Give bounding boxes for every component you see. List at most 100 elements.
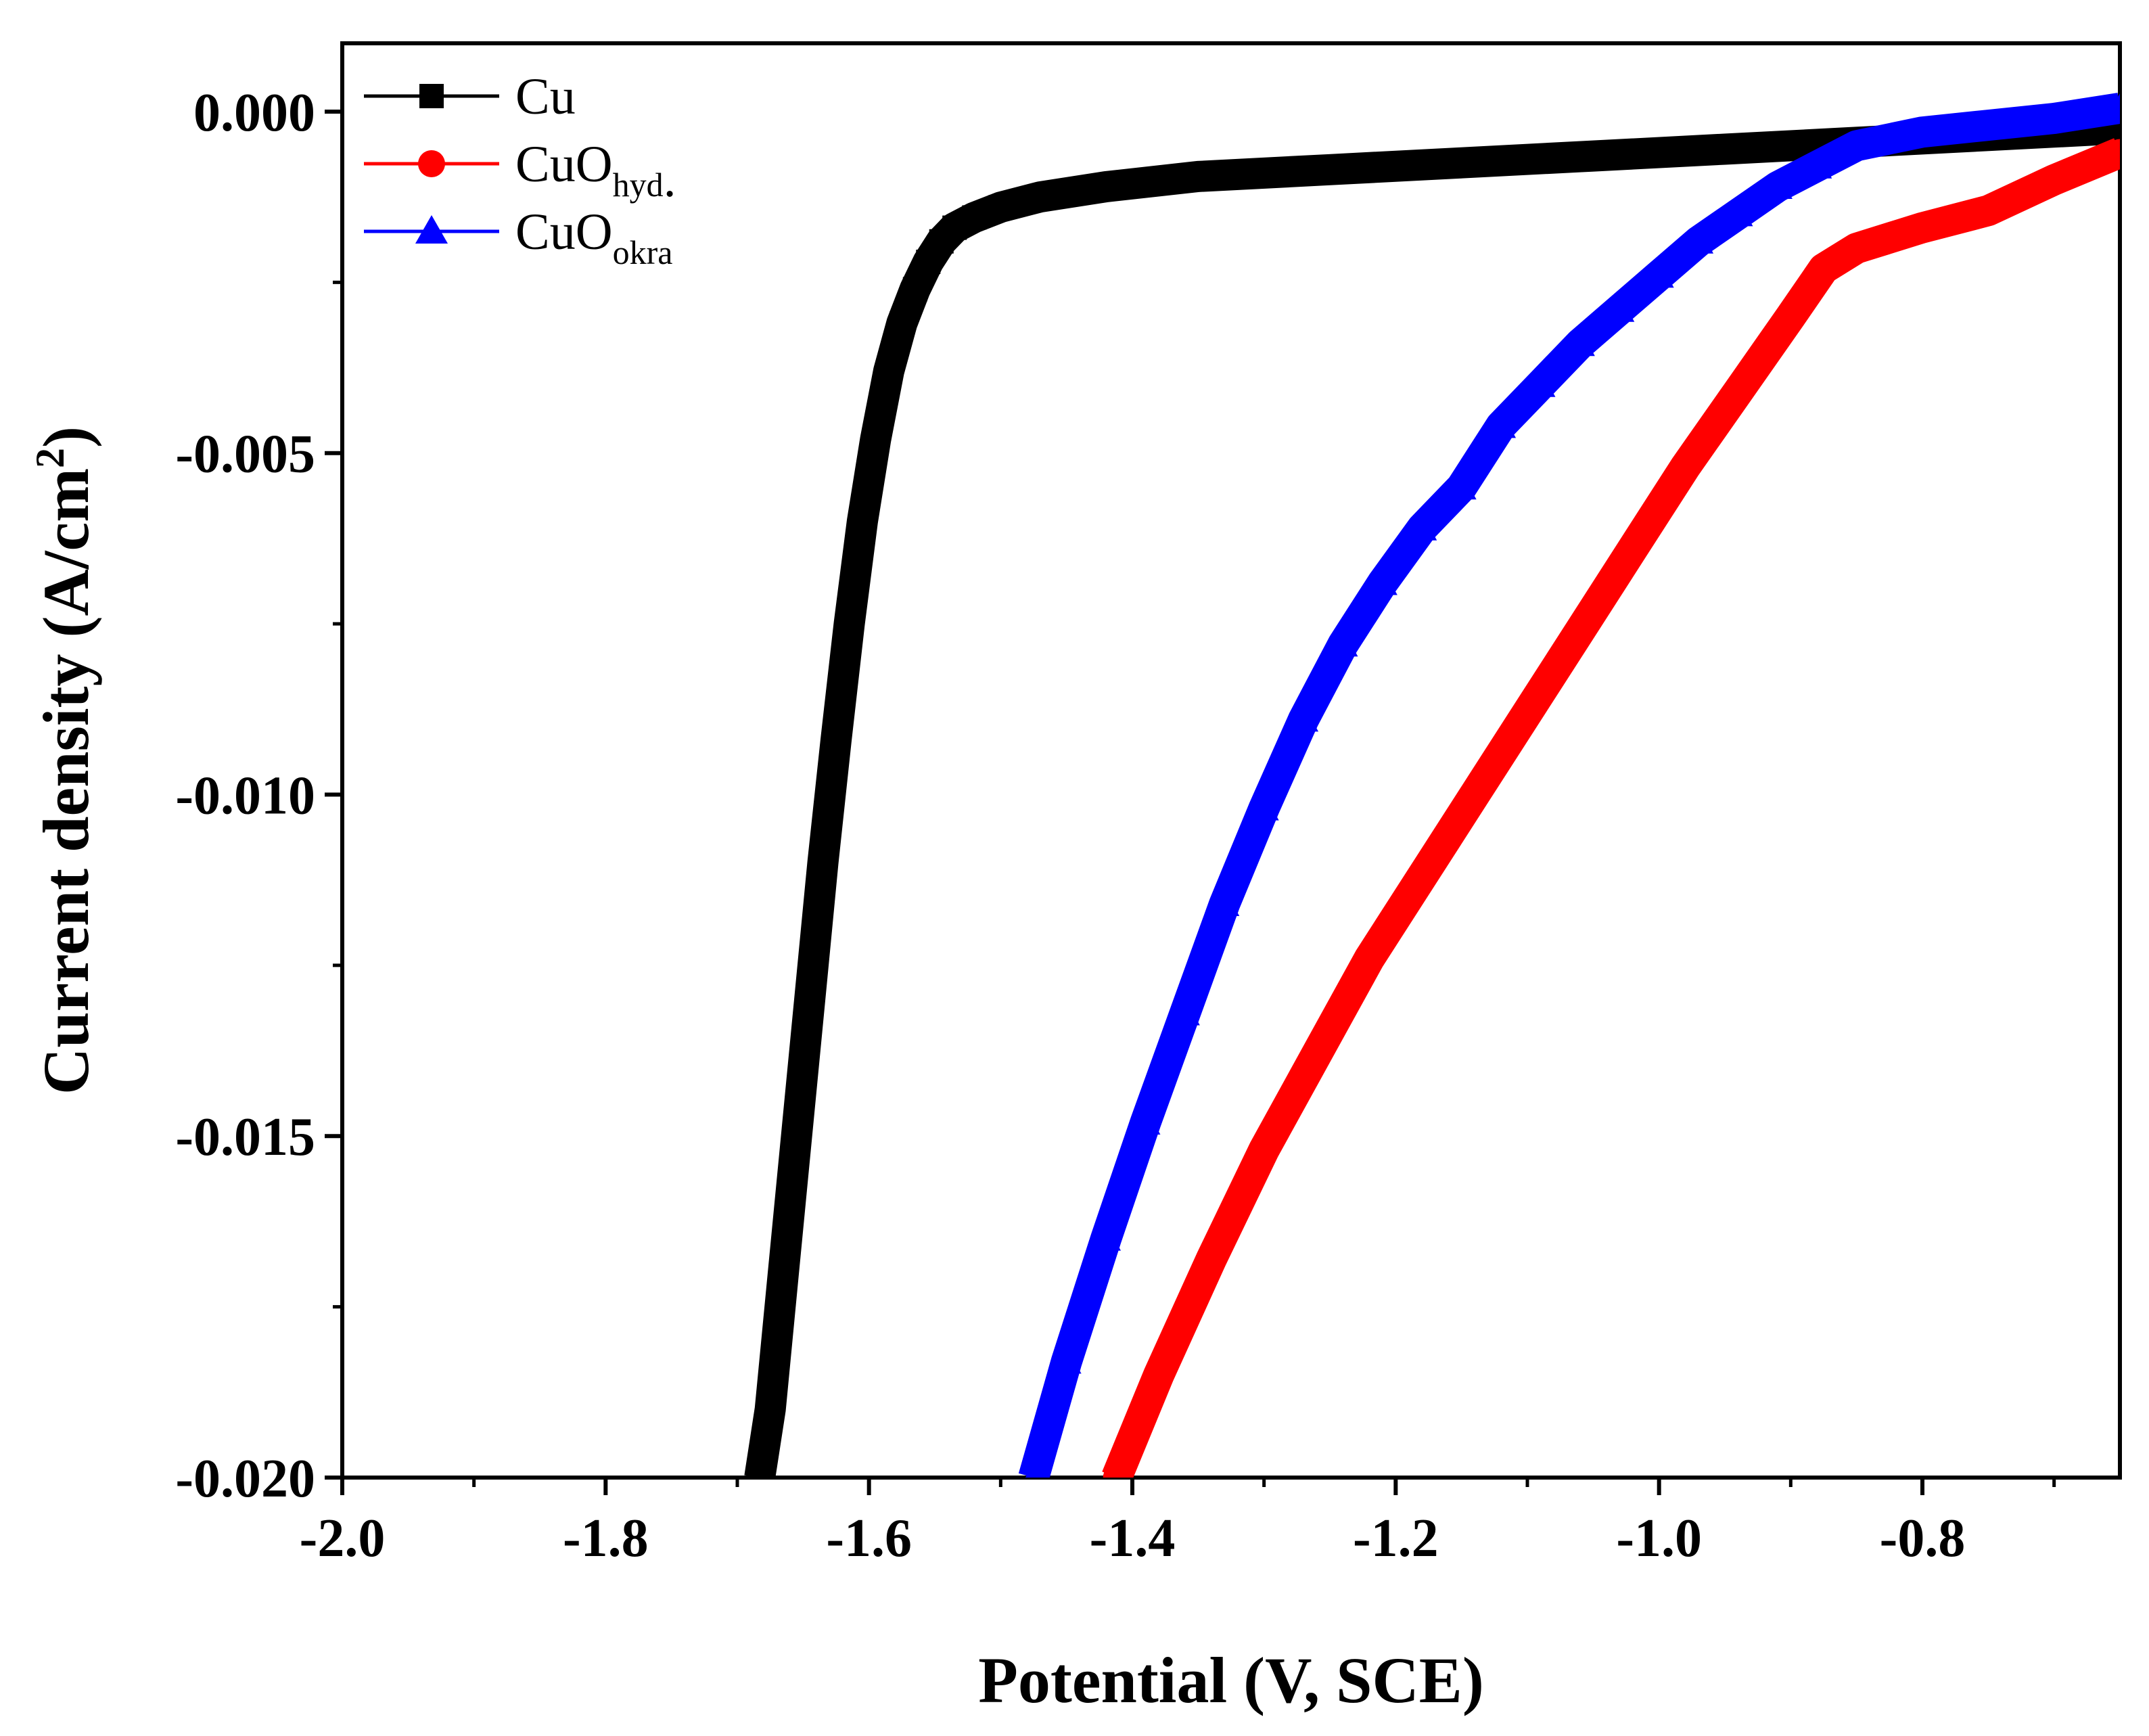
data-point bbox=[902, 277, 927, 302]
data-point bbox=[1581, 143, 1606, 168]
data-point bbox=[784, 1124, 809, 1149]
data-point bbox=[1802, 151, 1832, 179]
y-axis: 0.000 -0.005 -0.010 -0.015 -0.020 bbox=[175, 83, 342, 1509]
data-point bbox=[1249, 793, 1279, 821]
data-point bbox=[1446, 472, 1477, 500]
x-tick-label: -2.0 bbox=[300, 1509, 386, 1568]
data-point bbox=[1713, 137, 1737, 162]
data-point bbox=[1051, 1346, 1082, 1374]
legend-label-main: Cu bbox=[515, 68, 576, 125]
data-point bbox=[1328, 629, 1358, 657]
data-point bbox=[1724, 378, 1752, 405]
x-axis-title: Potential (V, SCE) bbox=[978, 1644, 1484, 1716]
data-point bbox=[810, 850, 835, 875]
data-point bbox=[1130, 1107, 1161, 1135]
data-point bbox=[837, 612, 862, 637]
data-point bbox=[1566, 617, 1594, 645]
data-point bbox=[1094, 175, 1119, 199]
data-point bbox=[798, 987, 823, 1012]
data-point bbox=[1461, 781, 1489, 808]
data-point bbox=[1449, 150, 1474, 175]
y-axis-title-main: Current density (A/cm bbox=[30, 468, 102, 1095]
data-point bbox=[1486, 411, 1517, 438]
x-tick-label: -1.2 bbox=[1353, 1509, 1439, 1568]
legend-label: CuOokra bbox=[515, 204, 672, 271]
data-point bbox=[1407, 513, 1437, 541]
data-point bbox=[1289, 704, 1319, 732]
data-point bbox=[1367, 568, 1397, 595]
data-point bbox=[1974, 197, 2002, 225]
y-tick-label: -0.020 bbox=[175, 1449, 315, 1509]
data-point bbox=[2040, 166, 2068, 193]
data-point bbox=[1843, 234, 1870, 262]
data-point bbox=[1091, 1223, 1122, 1251]
legend-item: CuOokra bbox=[364, 204, 672, 271]
data-point bbox=[1197, 1245, 1225, 1273]
data-point bbox=[863, 427, 888, 452]
legend-label-sub: hyd bbox=[613, 166, 664, 204]
legend-marker bbox=[419, 84, 444, 108]
data-point bbox=[1723, 199, 1753, 227]
y-axis-title: Current density (A/cm2) bbox=[28, 426, 102, 1095]
legend-label: CuOhyd. bbox=[515, 136, 676, 208]
data-point bbox=[824, 727, 848, 752]
data-point bbox=[1170, 998, 1200, 1026]
y-axis-title-superscript: 2 bbox=[28, 448, 72, 468]
legend-label-sub: okra bbox=[613, 233, 673, 271]
x-tick-label: -1.6 bbox=[826, 1509, 912, 1568]
data-point bbox=[2105, 93, 2120, 120]
data-point bbox=[988, 195, 1013, 220]
y-tick-label: -0.015 bbox=[175, 1107, 315, 1167]
data-point bbox=[1027, 185, 1053, 210]
series-cu bbox=[744, 113, 2120, 1478]
data-point bbox=[1209, 889, 1240, 916]
data-point bbox=[1356, 944, 1383, 972]
data-point bbox=[1318, 157, 1342, 182]
data-point bbox=[1250, 1136, 1278, 1164]
data-point bbox=[771, 1260, 796, 1285]
legend-label: Cu bbox=[515, 68, 576, 125]
y-tick-label: -0.010 bbox=[175, 766, 315, 825]
legend-item: Cu bbox=[364, 68, 576, 125]
data-point bbox=[1604, 294, 1635, 322]
data-point bbox=[747, 1465, 772, 1478]
plot-frame bbox=[340, 41, 2122, 1480]
series-cuo-okra bbox=[1018, 93, 2120, 1478]
data-point bbox=[1565, 329, 1595, 357]
x-tick-label: -1.8 bbox=[563, 1509, 649, 1568]
data-point bbox=[889, 311, 915, 336]
x-tick-label: -1.4 bbox=[1090, 1509, 1176, 1568]
data-point bbox=[916, 250, 941, 275]
legend-marker bbox=[415, 215, 448, 244]
series-line bbox=[744, 113, 2120, 1478]
data-point bbox=[1908, 117, 1937, 145]
x-axis: -2.0 -1.8 -1.6 -1.4 -1.2 -1.0 -0.8 bbox=[300, 1478, 2056, 1568]
data-point bbox=[1841, 131, 1872, 158]
data-point bbox=[1525, 369, 1556, 397]
data-point bbox=[1408, 863, 1436, 890]
data-point bbox=[1514, 699, 1541, 727]
legend-marker bbox=[418, 150, 445, 177]
data-point bbox=[1762, 172, 1793, 199]
data-point bbox=[876, 359, 901, 384]
data-point bbox=[1810, 255, 1837, 283]
y-tick-label: 0.000 bbox=[193, 83, 315, 143]
data-point bbox=[1644, 260, 1674, 288]
series-layer bbox=[744, 93, 2120, 1478]
data-point bbox=[1619, 535, 1646, 563]
data-point bbox=[1684, 226, 1714, 254]
data-point bbox=[1909, 214, 1936, 242]
data-point bbox=[758, 1397, 783, 1422]
legend-label-main: CuO bbox=[515, 204, 613, 260]
data-point bbox=[1025, 1463, 1042, 1478]
data-point bbox=[1186, 164, 1211, 189]
y-tick-label: -0.005 bbox=[175, 425, 315, 484]
x-tick-label: -1.0 bbox=[1616, 1509, 1702, 1568]
y-axis-title-end: ) bbox=[30, 426, 102, 448]
x-tick-label: -0.8 bbox=[1880, 1509, 1966, 1568]
legend-label-main: CuO bbox=[515, 136, 613, 193]
legend-label-suffix: . bbox=[664, 151, 676, 208]
data-point bbox=[1671, 453, 1699, 480]
